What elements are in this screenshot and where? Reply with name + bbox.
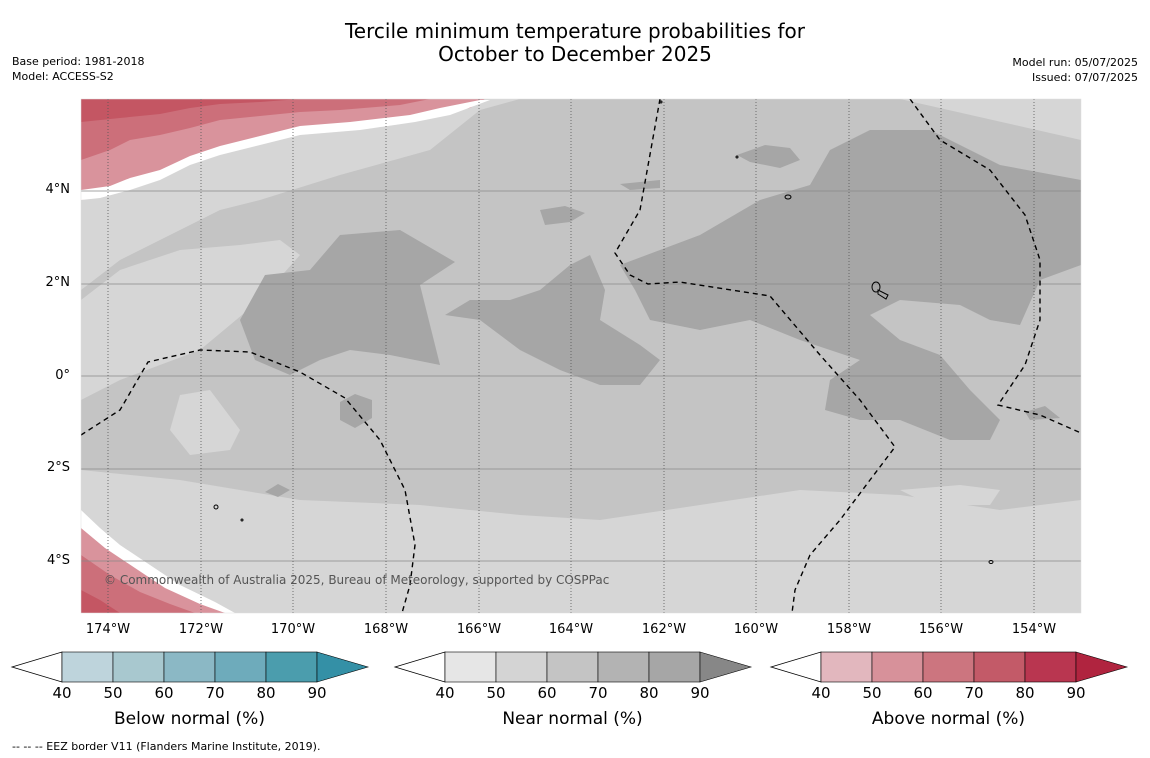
above-normal-60-region-south bbox=[81, 555, 195, 613]
lat-tick-2s: 2°S bbox=[46, 460, 70, 475]
near-normal-50-region-west bbox=[81, 240, 300, 400]
lon-tick-162w: 162°W bbox=[641, 622, 687, 637]
near-normal-50-region-south bbox=[81, 470, 1081, 613]
above-normal-label: Above normal (%) bbox=[871, 709, 1026, 729]
model-name: Model: ACCESS-S2 bbox=[12, 70, 114, 83]
below-tick-40: 40 bbox=[52, 684, 72, 702]
issued-date: Issued: 07/07/2025 bbox=[1031, 71, 1138, 84]
above-tick-40: 40 bbox=[811, 684, 831, 702]
near-normal-80-region-east bbox=[620, 130, 1081, 440]
lon-tick-166w: 166°W bbox=[456, 622, 502, 637]
lat-tick-4n: 4°N bbox=[45, 182, 71, 197]
near-normal-80-region-central bbox=[445, 255, 660, 385]
near-normal-50-region-north bbox=[81, 99, 1081, 290]
lon-tick-158w: 158°W bbox=[826, 622, 872, 637]
map-title-line1: Tercile minimum temperature probabilitie… bbox=[344, 19, 806, 43]
eez-borders bbox=[81, 99, 1081, 613]
model-run-date: Model run: 05/07/2025 bbox=[1012, 56, 1138, 69]
near-tick-50: 50 bbox=[486, 684, 506, 702]
copyright-text: © Commonwealth of Australia 2025, Bureau… bbox=[104, 573, 610, 587]
near-tick-90: 90 bbox=[690, 684, 710, 702]
lon-tick-174w: 174°W bbox=[85, 622, 131, 637]
above-normal-70-region-north bbox=[81, 99, 300, 122]
below-tick-60: 60 bbox=[154, 684, 174, 702]
near-normal-80-patch-b bbox=[737, 145, 800, 168]
map-frame bbox=[80, 98, 1082, 614]
near-tick-40: 40 bbox=[435, 684, 455, 702]
below-tick-70: 70 bbox=[205, 684, 225, 702]
map-title-line2: October to December 2025 bbox=[438, 42, 712, 66]
lon-tick-156w: 156°W bbox=[918, 622, 964, 637]
near-normal-50-region-southwest bbox=[170, 390, 240, 455]
below-normal-label: Below normal (%) bbox=[114, 709, 265, 729]
below-tick-50: 50 bbox=[103, 684, 123, 702]
latitude-gridlines bbox=[81, 190, 1081, 562]
above-tick-50: 50 bbox=[862, 684, 882, 702]
no-data-stair-north bbox=[81, 100, 490, 200]
near-normal-80-patch-a bbox=[540, 206, 585, 225]
above-tick-70: 70 bbox=[964, 684, 984, 702]
near-normal-80-region-west bbox=[240, 230, 455, 375]
lon-tick-168w: 168°W bbox=[363, 622, 409, 637]
base-period: Base period: 1981-2018 bbox=[12, 55, 145, 68]
above-tick-80: 80 bbox=[1015, 684, 1035, 702]
above-tick-60: 60 bbox=[913, 684, 933, 702]
island-outlines bbox=[213, 100, 994, 564]
near-tick-80: 80 bbox=[639, 684, 659, 702]
near-normal-80-patch-c bbox=[620, 180, 660, 190]
lat-tick-2n: 2°N bbox=[45, 275, 71, 290]
eez-footnote: -- -- -- EEZ border V11 (Flanders Marine… bbox=[12, 740, 321, 753]
lon-tick-170w: 170°W bbox=[270, 622, 316, 637]
near-normal-50-region-southeast bbox=[900, 485, 1000, 505]
near-tick-70: 70 bbox=[588, 684, 608, 702]
below-tick-90: 90 bbox=[307, 684, 327, 702]
below-tick-80: 80 bbox=[256, 684, 276, 702]
above-tick-90: 90 bbox=[1066, 684, 1086, 702]
lon-tick-172w: 172°W bbox=[178, 622, 224, 637]
lon-tick-160w: 160°W bbox=[733, 622, 779, 637]
near-normal-80-patch-f bbox=[1025, 406, 1060, 420]
lat-tick-4s: 4°S bbox=[46, 553, 70, 568]
above-normal-70-region-south bbox=[81, 590, 120, 613]
lon-tick-154w: 154°W bbox=[1011, 622, 1057, 637]
lon-tick-164w: 164°W bbox=[548, 622, 594, 637]
near-normal-80-patch-e bbox=[265, 484, 290, 497]
near-tick-60: 60 bbox=[537, 684, 557, 702]
near-normal-label: Near normal (%) bbox=[502, 709, 643, 729]
lat-tick-0: 0° bbox=[55, 368, 70, 383]
above-normal-60-region-north bbox=[81, 99, 430, 160]
